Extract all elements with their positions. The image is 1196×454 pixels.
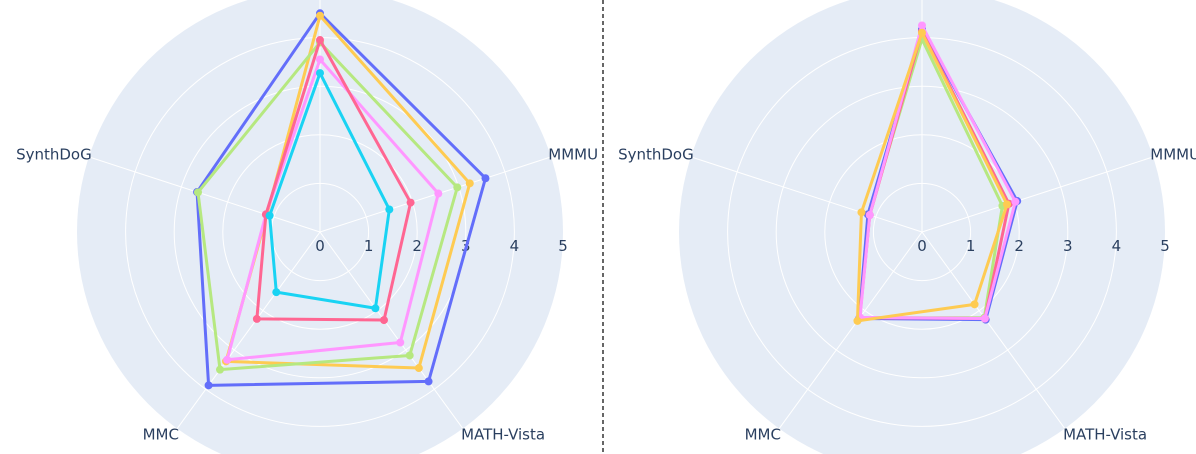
angular-grid-line	[690, 156, 923, 233]
radial-tick-label: 1	[364, 237, 374, 255]
series-line	[855, 31, 1009, 323]
data-point	[223, 355, 232, 364]
axis-label: MMC	[745, 425, 781, 443]
series-line	[255, 38, 413, 322]
data-point	[434, 189, 443, 198]
data-point	[216, 365, 225, 374]
data-point	[405, 351, 414, 360]
series-line	[268, 71, 391, 310]
data-point	[918, 21, 926, 30]
axis-label: MMC	[143, 425, 179, 443]
data-point	[853, 316, 862, 325]
data-point	[252, 314, 261, 323]
angular-grid-line	[778, 231, 923, 429]
angular-grid-line	[176, 231, 321, 429]
data-point	[406, 198, 415, 207]
data-point	[465, 179, 474, 188]
data-point	[980, 314, 989, 323]
radial-tick-label: 5	[558, 237, 568, 255]
axis-label: MATH-Vista	[1063, 425, 1147, 443]
data-point	[265, 211, 274, 220]
series-line	[196, 40, 459, 372]
data-point	[371, 304, 380, 313]
angular-grid-line	[921, 156, 1154, 233]
data-point	[316, 11, 324, 20]
series-line	[195, 11, 487, 387]
radial-tick-label: 1	[966, 237, 976, 255]
radar-chart: MMMU MATH-Vista MMC SynthDoG 0 1 2 3 4 5	[618, 0, 1196, 454]
data-point	[385, 205, 394, 214]
data-point	[204, 381, 213, 390]
radial-tick-label: 4	[510, 237, 520, 255]
radial-tick-label: 4	[1112, 237, 1122, 255]
radial-tick-label: 2	[1014, 237, 1024, 255]
axis-label: SynthDoG	[16, 146, 92, 164]
radial-tick-label: 0	[917, 237, 927, 255]
angular-grid-line	[88, 156, 321, 233]
data-point	[396, 338, 405, 347]
angular-grid-line	[319, 231, 464, 429]
data-point	[316, 69, 324, 78]
data-point	[970, 300, 979, 309]
radial-tick-label: 3	[1063, 237, 1073, 255]
series-line	[858, 23, 1017, 321]
axis-label: SynthDoG	[618, 146, 694, 164]
radial-tick-label: 5	[1160, 237, 1170, 255]
data-point	[193, 188, 202, 197]
data-point	[272, 288, 281, 297]
data-point	[918, 28, 926, 37]
data-point	[316, 55, 324, 64]
axis-label: MMMU	[548, 146, 598, 164]
data-point	[1003, 200, 1012, 209]
data-point	[453, 183, 462, 192]
data-point	[316, 36, 324, 45]
axis-label: MMMU	[1150, 146, 1196, 164]
data-point	[379, 316, 388, 325]
data-point	[865, 211, 874, 220]
data-point	[424, 377, 433, 386]
data-point	[481, 174, 490, 183]
data-point	[414, 364, 423, 373]
data-point	[857, 208, 866, 217]
axis-label: MATH-Vista	[461, 425, 545, 443]
angular-grid-line	[921, 231, 1066, 429]
radial-tick-label: 2	[412, 237, 422, 255]
data-point	[1011, 197, 1020, 206]
radial-tick-label: 0	[315, 237, 325, 255]
